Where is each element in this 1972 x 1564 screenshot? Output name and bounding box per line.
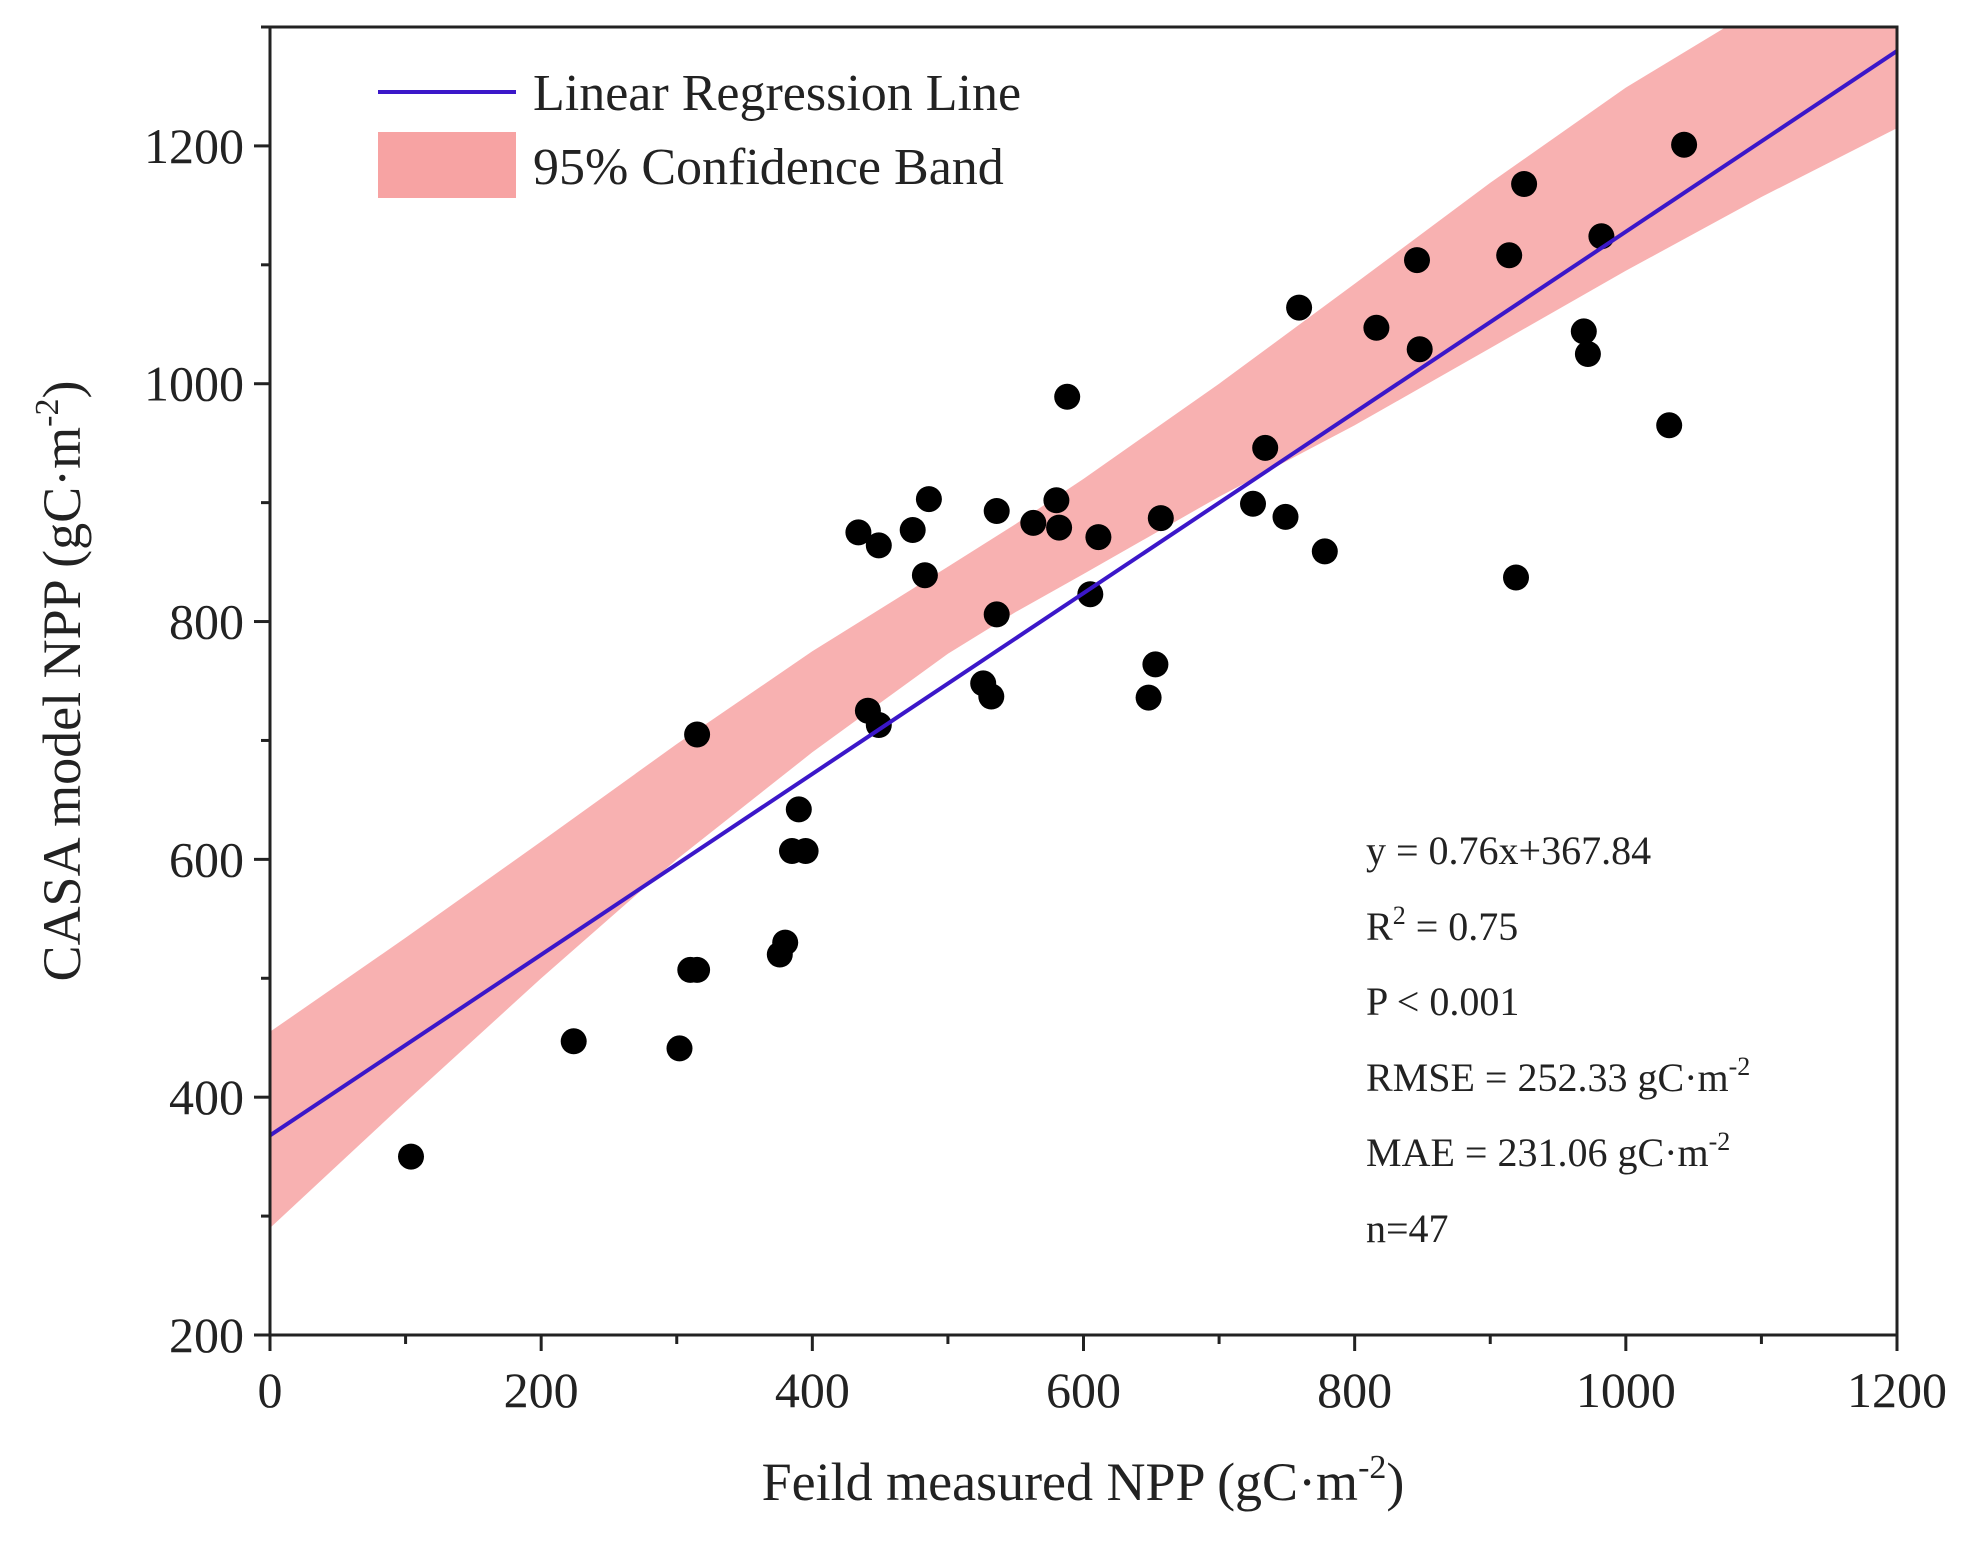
data-point (1286, 294, 1313, 321)
data-point (792, 838, 819, 864)
data-point (1054, 383, 1081, 410)
y-tick-label: 800 (169, 594, 244, 650)
legend-label-regression: Linear Regression Line (533, 65, 1021, 122)
data-point (911, 562, 938, 589)
data-point (1020, 509, 1047, 536)
y-tick-label: 600 (169, 831, 244, 887)
data-point (1588, 223, 1615, 250)
x-tick-label: 1000 (1576, 1362, 1676, 1418)
y-axis-ticks: 200 400 600 800 1000 1200 (144, 25, 270, 1363)
data-point (1252, 434, 1279, 461)
plot-area (270, 27, 1897, 1228)
data-point (560, 1028, 587, 1055)
data-point (1272, 503, 1299, 530)
x-tick-label: 400 (775, 1362, 850, 1418)
x-tick-label: 800 (1317, 1362, 1392, 1418)
r-squared: R2 = 0.75 (1366, 901, 1518, 949)
legend: Linear Regression Line 95% Confidence Ba… (378, 65, 1021, 198)
y-tick-label: 1200 (144, 118, 244, 174)
data-point (1043, 487, 1070, 514)
data-point (684, 721, 711, 748)
x-axis-title: Feild measured NPP (gC·m-2) (762, 1449, 1405, 1512)
x-tick-label: 600 (1046, 1362, 1121, 1418)
data-point (1511, 171, 1538, 197)
data-point (845, 519, 872, 546)
data-point (772, 929, 799, 956)
data-point (1404, 247, 1430, 274)
data-point (983, 601, 1010, 628)
data-point (1311, 538, 1338, 565)
data-point (1574, 341, 1601, 367)
mae: MAE = 231.06 gC·m-2 (1366, 1127, 1730, 1175)
data-point (684, 956, 711, 983)
stats-box: y = 0.76x+367.84 R2 = 0.75 P < 0.001 RMS… (1366, 828, 1750, 1251)
data-points (398, 131, 1698, 1170)
p-value: P < 0.001 (1366, 979, 1519, 1024)
regression-equation: y = 0.76x+367.84 (1366, 828, 1651, 873)
data-point (1142, 651, 1169, 678)
confidence-band (270, 27, 1897, 1228)
data-point (785, 796, 812, 823)
y-axis-title: CASA model NPP (gC·m-2) (29, 381, 92, 982)
data-point (1077, 581, 1104, 608)
data-point (915, 486, 942, 513)
data-point (899, 517, 926, 543)
data-point (1135, 684, 1162, 711)
x-axis-ticks: 0 200 400 600 800 1000 1200 (258, 1335, 1947, 1418)
data-point (865, 712, 892, 738)
data-point (1496, 242, 1523, 269)
data-point (1656, 412, 1683, 439)
rmse: RMSE = 252.33 gC·m-2 (1366, 1052, 1750, 1100)
data-point (1147, 505, 1174, 532)
data-point (1671, 131, 1698, 158)
data-point (1046, 514, 1073, 541)
data-point (865, 532, 892, 559)
sample-size: n=47 (1366, 1206, 1449, 1251)
x-tick-label: 200 (504, 1362, 579, 1418)
data-point (1570, 318, 1597, 345)
regression-line (270, 49, 1897, 1138)
data-point (978, 683, 1005, 710)
data-point (1363, 314, 1390, 341)
data-point (983, 498, 1010, 524)
data-point (1085, 524, 1112, 551)
data-point (666, 1035, 693, 1062)
y-tick-label: 200 (169, 1307, 244, 1363)
legend-label-band: 95% Confidence Band (533, 139, 1004, 196)
data-point (1406, 336, 1433, 363)
data-point (1503, 564, 1529, 591)
y-tick-label: 400 (169, 1069, 244, 1125)
x-tick-label: 1200 (1847, 1362, 1947, 1418)
x-tick-label: 0 (258, 1362, 283, 1418)
data-point (398, 1143, 424, 1170)
y-tick-label: 1000 (144, 356, 244, 412)
data-point (1240, 490, 1266, 517)
legend-band-swatch (378, 132, 516, 198)
